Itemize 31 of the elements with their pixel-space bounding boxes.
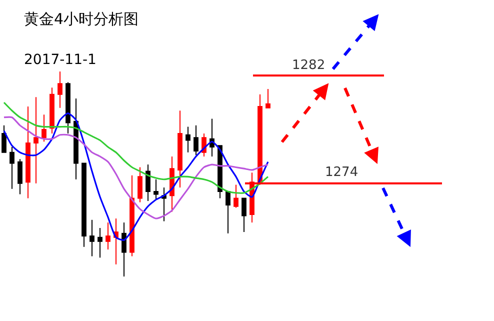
candlestick <box>138 166 142 203</box>
candlestick <box>130 174 134 257</box>
candlestick <box>242 198 246 232</box>
candlestick <box>90 219 94 257</box>
candlestick <box>66 82 70 134</box>
text: 2017-11-1 <box>24 52 96 68</box>
candlestick <box>162 186 166 222</box>
candlestick <box>106 222 110 250</box>
candlestick <box>194 124 198 156</box>
text: 黄金4小时分析图 <box>24 10 139 28</box>
candlestick <box>58 70 62 108</box>
candlestick <box>234 184 238 208</box>
candlestick <box>18 158 22 195</box>
ref-line-label: 1274 <box>325 165 358 180</box>
candlestick <box>26 106 30 199</box>
candlestick <box>186 126 190 153</box>
candlestick <box>82 162 86 248</box>
candlestick <box>178 110 182 188</box>
candlestick <box>34 96 38 184</box>
candlestick <box>154 178 158 200</box>
candlestick <box>226 191 230 234</box>
candlestick <box>2 124 6 153</box>
candlestick <box>122 222 126 277</box>
candlestick <box>98 227 102 258</box>
candlestick <box>146 164 150 202</box>
candlestick <box>74 98 78 180</box>
candlestick <box>10 146 14 190</box>
ref-line-label: 1282 <box>292 58 326 73</box>
candlestick <box>42 114 46 142</box>
candlestick <box>266 88 270 108</box>
candlestick <box>50 87 54 134</box>
